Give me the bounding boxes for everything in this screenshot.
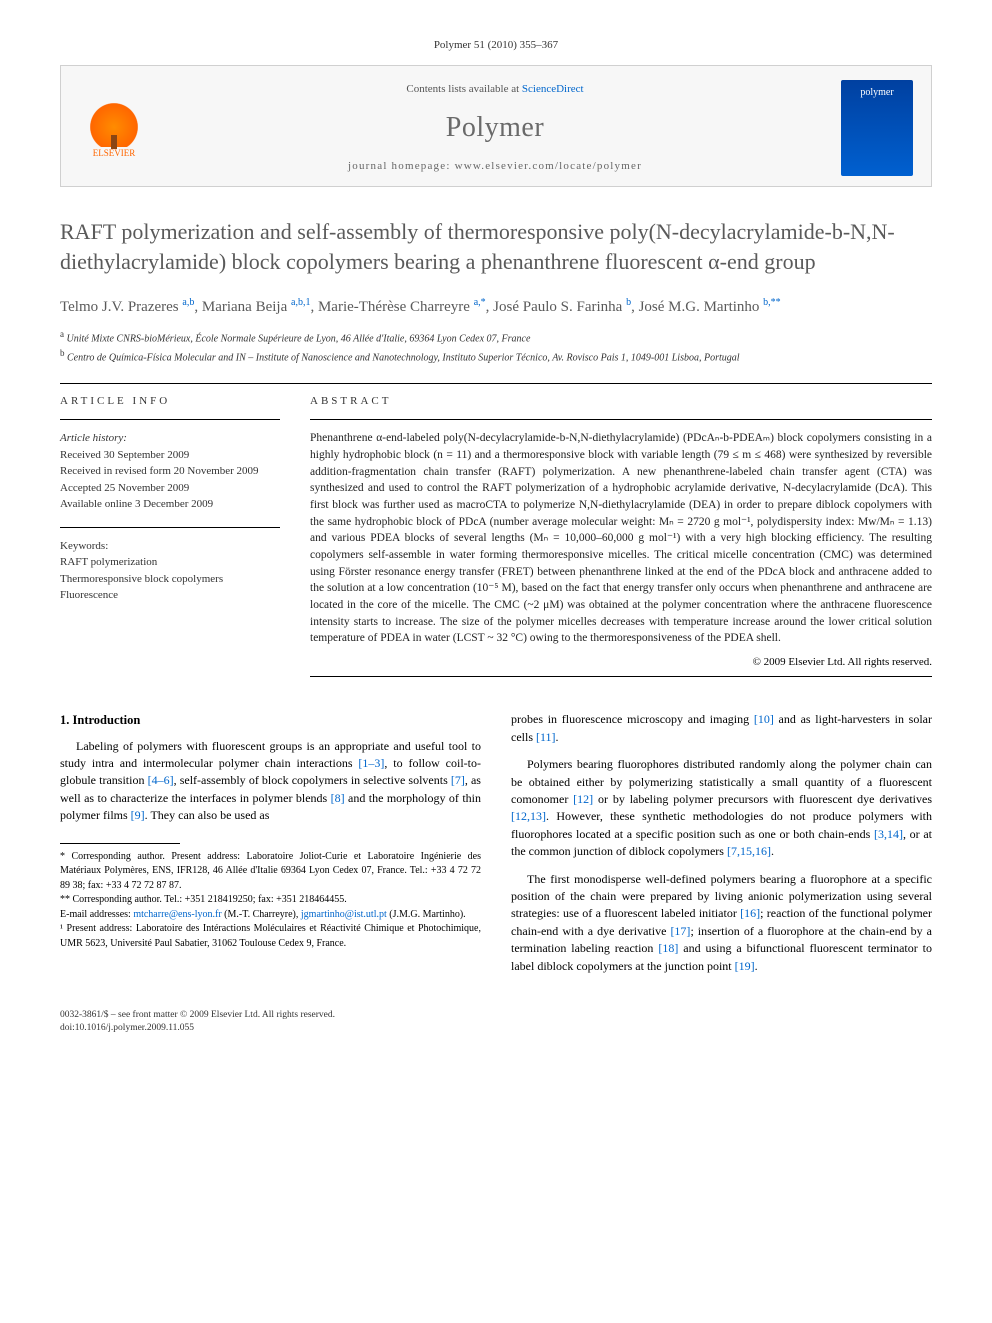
left-column: 1. Introduction Labeling of polymers wit… — [60, 711, 481, 984]
footnote-separator — [60, 843, 180, 844]
online-date: Available online 3 December 2009 — [60, 496, 280, 513]
homepage-prefix: journal homepage: — [348, 160, 455, 172]
email-link[interactable]: jgmartinho@ist.utl.pt — [301, 909, 387, 920]
footer-copyright: 0032-3861/$ – see front matter © 2009 El… — [60, 1009, 932, 1022]
citation-line: Polymer 51 (2010) 355–367 — [60, 38, 932, 53]
footnotes: * Corresponding author. Present address:… — [60, 850, 481, 952]
footer-doi: doi:10.1016/j.polymer.2009.11.055 — [60, 1022, 932, 1035]
abstract-copyright: © 2009 Elsevier Ltd. All rights reserved… — [310, 655, 932, 670]
divider — [60, 419, 280, 420]
author-list: Telmo J.V. Prazeres a,b, Mariana Beija a… — [60, 295, 932, 319]
body-paragraph: Labeling of polymers with fluorescent gr… — [60, 738, 481, 825]
abstract-heading: ABSTRACT — [310, 394, 932, 413]
revised-date: Received in revised form 20 November 200… — [60, 463, 280, 480]
keyword: RAFT polymerization — [60, 554, 280, 571]
footnote-corr1: * Corresponding author. Present address:… — [60, 850, 481, 894]
footnote-corr2: ** Corresponding author. Tel.: +351 2184… — [60, 893, 481, 908]
journal-title: Polymer — [167, 108, 823, 147]
affiliation-b: b Centro de Química-Física Molecular and… — [60, 347, 932, 365]
divider — [310, 676, 932, 677]
article-history: Article history: Received 30 September 2… — [60, 430, 280, 513]
divider — [60, 383, 932, 384]
accepted-date: Accepted 25 November 2009 — [60, 480, 280, 497]
journal-cover-thumbnail: polymer — [841, 80, 913, 176]
divider — [60, 527, 280, 528]
journal-header: ELSEVIER Contents lists available at Sci… — [60, 65, 932, 187]
keywords-block: Keywords: RAFT polymerization Thermoresp… — [60, 538, 280, 604]
right-column: probes in fluorescence microscopy and im… — [511, 711, 932, 984]
section-number: 1. — [60, 713, 69, 727]
email-name: (J.M.G. Martinho). — [387, 909, 466, 920]
article-title: RAFT polymerization and self-assembly of… — [60, 217, 932, 276]
article-info-column: ARTICLE INFO Article history: Received 3… — [60, 394, 280, 688]
footnote-present-address: ¹ Present address: Laboratoire des Intér… — [60, 922, 481, 951]
keyword: Thermoresponsive block copolymers — [60, 571, 280, 588]
body-paragraph: The first monodisperse well-defined poly… — [511, 871, 932, 975]
section-title: Introduction — [73, 713, 141, 727]
affiliations: a Unité Mixte CNRS-bioMérieux, École Nor… — [60, 328, 932, 365]
body-paragraph: Polymers bearing fluorophores distribute… — [511, 756, 932, 860]
section-heading: 1. Introduction — [60, 711, 481, 729]
page-footer: 0032-3861/$ – see front matter © 2009 El… — [60, 1009, 932, 1036]
abstract-column: ABSTRACT Phenanthrene α-end-labeled poly… — [310, 394, 932, 688]
contents-prefix: Contents lists available at — [406, 83, 521, 95]
elsevier-logo: ELSEVIER — [79, 89, 149, 167]
email-name: (M.-T. Charreyre), — [222, 909, 301, 920]
divider — [310, 419, 932, 420]
keyword: Fluorescence — [60, 587, 280, 604]
email-label: E-mail addresses: — [60, 909, 133, 920]
affiliation-a: a Unité Mixte CNRS-bioMérieux, École Nor… — [60, 328, 932, 346]
abstract-text: Phenanthrene α-end-labeled poly(N-decyla… — [310, 430, 932, 647]
elsevier-tree-icon — [89, 97, 139, 147]
sciencedirect-link[interactable]: ScienceDirect — [522, 83, 584, 95]
contents-available-line: Contents lists available at ScienceDirec… — [167, 82, 823, 97]
homepage-url[interactable]: www.elsevier.com/locate/polymer — [455, 160, 642, 172]
body-paragraph: probes in fluorescence microscopy and im… — [511, 711, 932, 746]
email-link[interactable]: mtcharre@ens-lyon.fr — [133, 909, 221, 920]
received-date: Received 30 September 2009 — [60, 447, 280, 464]
journal-homepage: journal homepage: www.elsevier.com/locat… — [167, 159, 823, 174]
footnote-emails: E-mail addresses: mtcharre@ens-lyon.fr (… — [60, 908, 481, 923]
article-info-heading: ARTICLE INFO — [60, 394, 280, 413]
keywords-label: Keywords: — [60, 538, 280, 555]
history-label: Article history: — [60, 430, 280, 447]
